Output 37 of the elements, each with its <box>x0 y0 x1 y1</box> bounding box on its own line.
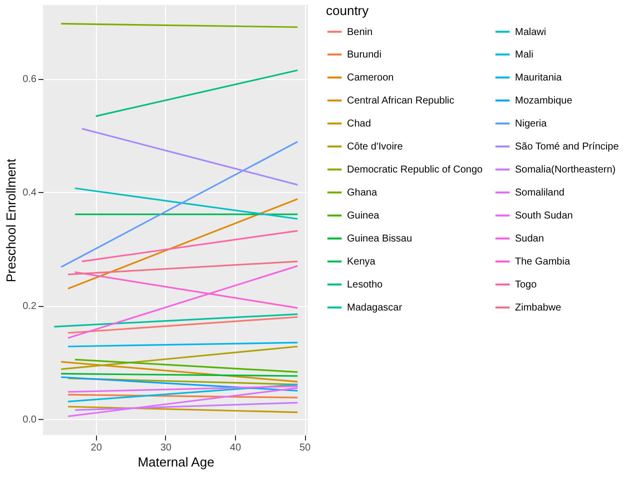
x-tick-label: 30 <box>160 442 172 454</box>
legend-label: Benin <box>347 26 373 38</box>
legend-label: Nigeria <box>515 118 548 130</box>
legend-label: Zimbabwe <box>515 302 562 314</box>
legend-label: Ghana <box>347 188 378 198</box>
y-tick-label: 0.0 <box>22 414 37 426</box>
legend-label: Madagascar <box>347 302 403 314</box>
legend-label: Côte d'Ivoire <box>347 142 404 152</box>
legend-label: Lesotho <box>347 280 384 290</box>
x-tick-label: 20 <box>90 442 102 454</box>
x-tick-label: 50 <box>299 442 312 454</box>
x-tick-label: 40 <box>230 442 242 454</box>
y-tick-label: 0.2 <box>22 301 37 312</box>
legend-label: Chad <box>347 118 371 130</box>
y-axis-title: Preschool Enrollment <box>4 158 19 282</box>
legend-label: Togo <box>515 280 538 290</box>
legend-label: Kenya <box>347 256 376 268</box>
legend-label: Somaliland <box>515 188 564 198</box>
legend-label: Cameroon <box>347 72 394 84</box>
legend-label: Central African Republic <box>347 96 454 106</box>
legend-label: South Sudan <box>515 210 573 222</box>
legend-label: Mali <box>515 50 534 60</box>
legend-label: Somalia(Northeastern) <box>515 164 616 176</box>
x-axis-title: Maternal Age <box>138 454 214 470</box>
legend-label: Malawi <box>515 26 546 38</box>
legend-title: country <box>326 3 370 18</box>
legend-label: Democratic Republic of Congo <box>347 164 484 176</box>
legend-label: Guinea Bissau <box>347 234 412 244</box>
legend-label: Mauritania <box>515 72 562 84</box>
y-tick-label: 0.4 <box>22 188 37 199</box>
legend-label: Burundi <box>347 50 382 60</box>
legend-label: Sudan <box>515 234 544 244</box>
y-tick-label: 0.6 <box>22 74 37 86</box>
legend-label: The Gambia <box>515 256 570 268</box>
legend-label: São Tomé and Príncipe <box>515 142 620 152</box>
legend-label: Mozambique <box>515 96 573 106</box>
legend-label: Guinea <box>347 210 380 222</box>
